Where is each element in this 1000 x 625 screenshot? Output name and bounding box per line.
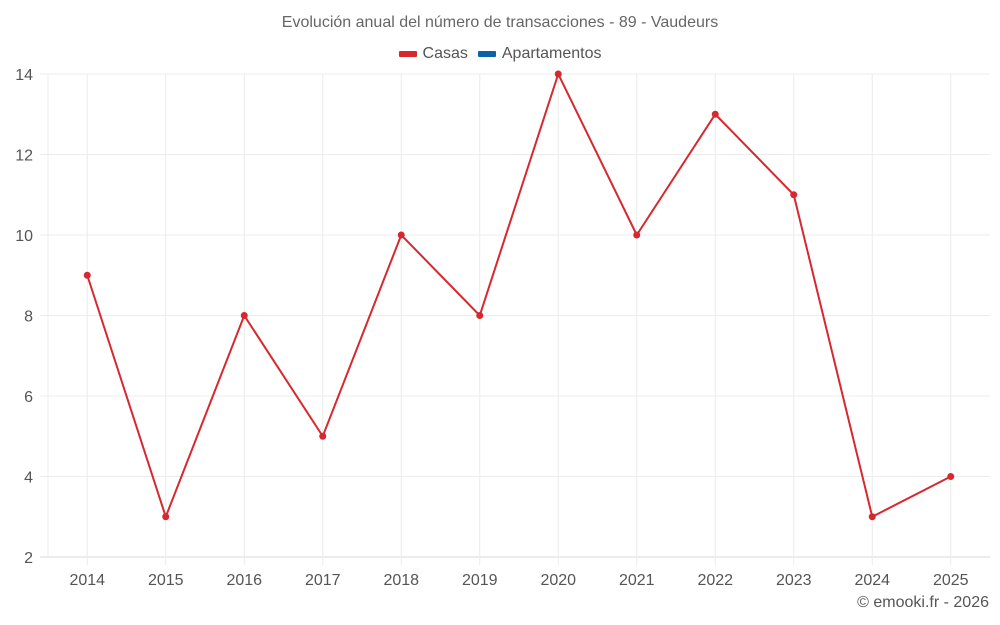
x-tick-label: 2018 — [383, 572, 419, 589]
y-tick-label: 4 — [24, 470, 33, 487]
legend-swatch-casas — [398, 51, 417, 57]
grid-lines — [40, 73, 990, 565]
x-tick-label: 2017 — [305, 572, 341, 589]
data-point[interactable] — [947, 473, 955, 480]
data-point[interactable] — [397, 231, 405, 239]
data-point[interactable] — [240, 312, 248, 319]
y-tick-label: 12 — [15, 148, 33, 165]
x-tick-label: 2023 — [776, 572, 812, 589]
x-tick-label: 2024 — [854, 572, 890, 589]
x-tick-label: 2022 — [697, 572, 733, 589]
credit-text: © emooki.fr - 2026 — [857, 594, 989, 611]
series-casas — [83, 70, 955, 521]
x-axis: 2014 2015 2016 2017 2018 2019 2020 2021 2022 2023… — [69, 572, 968, 589]
legend-label-apartamentos: Apartamentos — [501, 45, 602, 62]
chart-title: Evolución anual del número de transaccio… — [281, 14, 719, 31]
data-point[interactable] — [83, 271, 91, 279]
series-line — [86, 71, 952, 520]
x-tick-label: 2019 — [462, 572, 498, 589]
legend-item-apartamentos[interactable]: Apartamentos — [477, 45, 602, 63]
y-axis: 2 4 6 8 10 12 14 — [15, 67, 33, 567]
x-tick-label: 2025 — [933, 572, 969, 589]
data-point[interactable] — [476, 312, 484, 319]
data-point[interactable] — [868, 513, 876, 521]
x-tick-label: 2015 — [148, 572, 184, 589]
x-tick-label: 2021 — [619, 572, 655, 589]
x-tick-label: 2014 — [69, 572, 105, 589]
x-tick-label: 2020 — [540, 572, 576, 589]
legend-swatch-apartamentos — [477, 51, 496, 57]
y-tick-label: 2 — [24, 550, 33, 567]
data-point[interactable] — [162, 513, 170, 521]
legend-label-casas: Casas — [422, 45, 468, 62]
y-tick-label: 10 — [15, 228, 33, 245]
legend: Casas Apartamentos — [0, 45, 1000, 63]
y-tick-label: 14 — [15, 67, 33, 84]
data-point[interactable] — [633, 231, 641, 239]
data-point[interactable] — [790, 191, 798, 199]
legend-item-casas[interactable]: Casas — [398, 45, 468, 63]
y-tick-label: 6 — [24, 389, 33, 406]
y-tick-label: 8 — [24, 309, 33, 326]
x-tick-label: 2016 — [226, 572, 262, 589]
data-point[interactable] — [711, 110, 719, 118]
data-point[interactable] — [319, 432, 327, 440]
data-point[interactable] — [554, 70, 562, 78]
